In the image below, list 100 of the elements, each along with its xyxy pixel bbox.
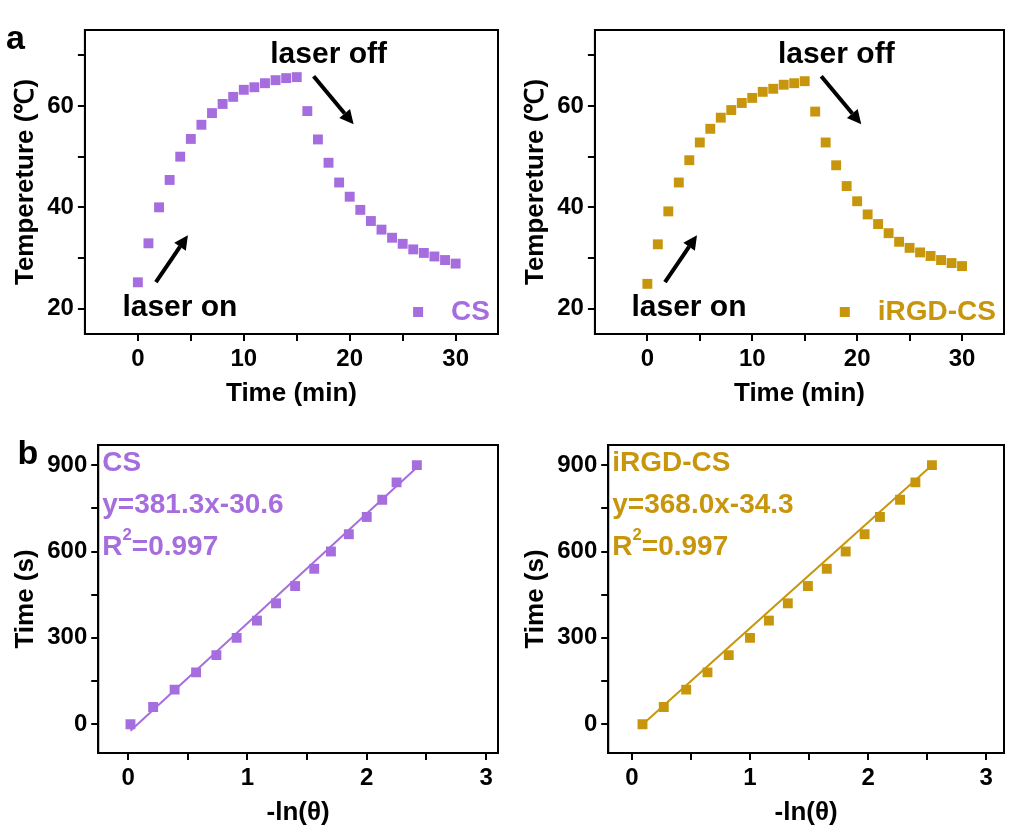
point — [309, 563, 320, 574]
point — [895, 494, 905, 505]
point — [840, 546, 851, 557]
point — [260, 78, 270, 89]
point — [926, 460, 937, 471]
x-tick-label: 2 — [360, 763, 374, 791]
point — [726, 105, 737, 115]
point — [859, 529, 870, 540]
point — [910, 477, 921, 488]
point — [894, 236, 905, 247]
x-tick-label: 0 — [121, 763, 135, 791]
y-tick-label: 60 — [47, 90, 74, 118]
point — [302, 106, 313, 117]
y-tick-label: 600 — [557, 536, 598, 564]
point — [904, 242, 915, 253]
x-tick-label: 0 — [131, 344, 145, 372]
y-axis-title: Time (s) — [518, 549, 549, 649]
point — [789, 78, 800, 89]
point — [196, 119, 207, 130]
y-axis-title: Tempereture (℃) — [518, 78, 549, 286]
point — [681, 684, 692, 695]
point — [334, 177, 345, 188]
point — [936, 255, 947, 265]
chart-title: a — [5, 18, 26, 57]
point — [810, 106, 821, 117]
point — [343, 529, 354, 540]
point — [757, 86, 768, 97]
point — [875, 512, 885, 522]
legend-label: CS — [451, 294, 491, 326]
point — [323, 157, 334, 168]
point — [281, 73, 292, 84]
x-tick-label: 2 — [861, 763, 875, 791]
point — [782, 598, 793, 609]
legend-label: iRGD-CS — [877, 294, 997, 326]
point — [768, 83, 779, 94]
point — [778, 79, 789, 90]
point — [325, 546, 336, 557]
x-tick-label: 30 — [442, 344, 469, 372]
point — [715, 112, 726, 123]
x-tick-label: 0 — [640, 344, 655, 372]
y-tick-label: 0 — [583, 708, 598, 736]
point — [418, 247, 429, 258]
annotation: laser on — [631, 289, 747, 323]
point — [164, 175, 175, 185]
point — [291, 72, 302, 83]
point — [154, 202, 164, 213]
point — [169, 684, 180, 695]
point — [376, 224, 387, 235]
point — [387, 232, 398, 243]
y-tick-label: 900 — [557, 449, 598, 477]
x-axis-title: -ln(θ) — [774, 795, 838, 826]
point — [211, 650, 222, 661]
point — [673, 177, 684, 188]
x-tick-label: 30 — [948, 344, 976, 372]
point — [290, 581, 301, 591]
x-tick-label: 20 — [336, 344, 364, 372]
point — [429, 251, 440, 262]
point — [702, 667, 713, 678]
point — [925, 251, 936, 261]
x-tick-label: 10 — [230, 344, 258, 372]
point — [377, 494, 388, 505]
point — [694, 137, 705, 148]
point — [132, 277, 143, 288]
point — [684, 155, 695, 166]
point — [946, 258, 957, 269]
point — [763, 615, 774, 626]
x-axis-title: Time (min) — [225, 376, 357, 407]
point — [365, 216, 376, 226]
point — [312, 134, 323, 145]
point — [799, 76, 810, 87]
point — [915, 247, 926, 258]
point — [883, 228, 894, 239]
x-tick-label: 1 — [743, 763, 757, 791]
point — [125, 719, 136, 730]
point — [652, 239, 663, 250]
point — [723, 650, 734, 661]
point — [642, 278, 653, 289]
point — [361, 512, 372, 522]
y-tick-label: 20 — [557, 293, 584, 321]
point — [175, 151, 186, 162]
x-tick-label: 0 — [625, 763, 639, 791]
y-tick-label: 0 — [73, 708, 88, 736]
point — [658, 701, 669, 712]
annotation: y=381.3x-30.6 — [102, 487, 284, 519]
point — [270, 75, 281, 86]
point — [873, 219, 884, 229]
point — [862, 209, 873, 220]
point — [637, 719, 648, 730]
chart-title: b — [17, 433, 39, 472]
point — [820, 137, 831, 148]
point — [957, 261, 967, 272]
point — [148, 701, 159, 712]
point — [217, 99, 228, 109]
y-axis-title: Time (s) — [8, 549, 39, 649]
x-axis-title: Time (min) — [733, 376, 865, 407]
y-tick-label: 60 — [557, 90, 584, 118]
point — [852, 196, 863, 207]
x-axis-title: -ln(θ) — [266, 795, 330, 826]
y-tick-label: 300 — [47, 622, 88, 650]
x-tick-label: 3 — [979, 763, 993, 791]
